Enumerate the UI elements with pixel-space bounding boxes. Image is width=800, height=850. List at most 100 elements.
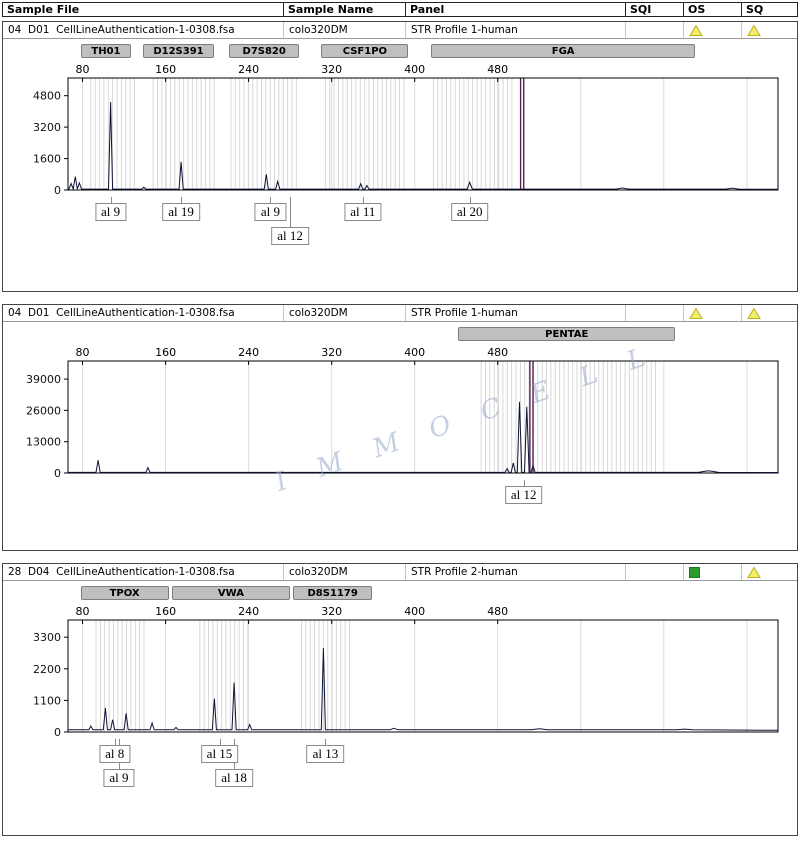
panel-name-cell: STR Profile 1-human <box>406 305 626 321</box>
marker-bar-d12s391[interactable]: D12S391 <box>142 44 215 58</box>
column-header-sample-name: Sample Name <box>284 3 406 16</box>
x-axis-labels: 80 160 240 320 400 480 <box>3 346 797 359</box>
sample-file-cell: 04 D01 CellLineAuthentication-1-0308.fsa <box>3 22 284 38</box>
x-tick-label: 480 <box>487 63 509 76</box>
plot-frame <box>67 619 779 733</box>
allele-label[interactable]: al 19 <box>162 203 200 221</box>
column-header-os: OS <box>684 3 742 16</box>
plot-frame <box>67 360 779 474</box>
warning-triangle-icon <box>689 24 703 36</box>
warning-triangle-icon <box>747 566 761 578</box>
marker-bar-row: PENTAE <box>3 327 797 343</box>
y-tick-label: 39000 <box>26 373 61 386</box>
y-tick-label: 0 <box>54 467 61 480</box>
y-tick-label: 2200 <box>33 663 61 676</box>
x-tick-label: 160 <box>155 346 177 359</box>
marker-bar-d8s1179[interactable]: D8S1179 <box>293 586 373 600</box>
sample-info-row[interactable]: 04 D01 CellLineAuthentication-1-0308.fsa… <box>3 305 797 322</box>
plot-frame <box>67 77 779 191</box>
column-header-panel: Panel <box>406 3 626 16</box>
str-panel-2: 04 D01 CellLineAuthentication-1-0308.fsa… <box>2 304 798 551</box>
electropherogram-plot[interactable]: 0 1100 2200 3300 <box>3 619 797 739</box>
sqi-flag-cell <box>626 305 684 321</box>
marker-bar-fga[interactable]: FGA <box>431 44 695 58</box>
y-tick-label: 13000 <box>26 436 61 449</box>
x-tick-label: 240 <box>238 346 260 359</box>
warning-triangle-icon <box>747 307 761 319</box>
allele-leader-line <box>362 197 364 203</box>
allele-leader-line <box>325 739 327 745</box>
allele-leader-line <box>290 197 292 227</box>
allele-leader-line <box>181 197 183 203</box>
sqi-flag-cell <box>626 564 684 580</box>
os-flag-cell <box>684 22 742 38</box>
warning-triangle-icon <box>747 24 761 36</box>
sample-name-cell: colo320DM <box>284 305 406 321</box>
allele-labels-area: al 8 al 9 al 15 al 18 al 13 <box>3 739 797 797</box>
sample-file-cell: 28 D04 CellLineAuthentication-1-0308.fsa <box>3 564 284 580</box>
x-tick-label: 160 <box>155 605 177 618</box>
allele-leader-line <box>114 739 116 745</box>
pass-square-icon <box>689 566 700 578</box>
allele-label[interactable]: al 20 <box>450 203 489 221</box>
allele-labels-area: al 9 al 19 al 9 al 12 al 11 al 20 <box>3 197 797 255</box>
marker-bar-th01[interactable]: TH01 <box>80 44 132 58</box>
os-flag-cell <box>684 305 742 321</box>
sample-info-row[interactable]: 04 D01 CellLineAuthentication-1-0308.fsa… <box>3 22 797 39</box>
marker-bar-csf1po[interactable]: CSF1PO <box>321 44 409 58</box>
sqi-flag-cell <box>626 22 684 38</box>
x-tick-label: 320 <box>321 605 343 618</box>
x-tick-label: 240 <box>238 63 260 76</box>
x-tick-label: 400 <box>404 346 426 359</box>
column-header-row: Sample File Sample Name Panel SQI OS SQ <box>2 2 798 17</box>
allele-label[interactable]: al 12 <box>271 227 309 245</box>
warning-triangle-icon <box>689 307 703 319</box>
panel-name-cell: STR Profile 1-human <box>406 22 626 38</box>
x-tick-label: 400 <box>404 63 426 76</box>
allele-leader-line <box>219 739 221 745</box>
allele-label[interactable]: al 8 <box>99 745 131 763</box>
electropherogram-trace <box>68 648 779 731</box>
allele-leader-line <box>270 197 272 203</box>
x-tick-label: 80 <box>75 63 90 76</box>
x-tick-label: 320 <box>321 346 343 359</box>
allele-label[interactable]: al 13 <box>306 745 345 763</box>
sample-info-row[interactable]: 28 D04 CellLineAuthentication-1-0308.fsa… <box>3 564 797 581</box>
allele-leader-line <box>110 197 112 203</box>
y-tick-label: 3300 <box>33 631 61 644</box>
allele-label[interactable]: al 9 <box>254 203 286 221</box>
x-tick-label: 400 <box>404 605 426 618</box>
y-tick-label: 1600 <box>33 153 61 166</box>
marker-bar-d7s820[interactable]: D7S820 <box>228 44 300 58</box>
allele-leader-line <box>469 197 471 203</box>
marker-bar-pentae[interactable]: PENTAE <box>458 327 676 341</box>
column-header-sqi: SQI <box>626 3 684 16</box>
marker-bar-tpox[interactable]: TPOX <box>80 586 169 600</box>
allele-label[interactable]: al 12 <box>504 486 543 504</box>
allele-label[interactable]: al 15 <box>200 745 239 763</box>
electropherogram-plot[interactable]: 0 1600 3200 4800 <box>3 77 797 197</box>
y-tick-label: 1100 <box>33 694 61 707</box>
panel-name-cell: STR Profile 2-human <box>406 564 626 580</box>
allele-label[interactable]: al 9 <box>95 203 127 221</box>
sq-flag-cell <box>742 564 797 580</box>
x-tick-label: 320 <box>321 63 343 76</box>
marker-bar-row: TPOX VWA D8S1179 <box>3 586 797 602</box>
y-tick-label: 3200 <box>33 121 61 134</box>
x-tick-label: 80 <box>75 346 90 359</box>
y-tick-label: 26000 <box>26 404 61 417</box>
allele-leader-line <box>523 480 525 486</box>
str-panel-3: 28 D04 CellLineAuthentication-1-0308.fsa… <box>2 563 798 836</box>
marker-bar-row: TH01 D12S391 D7S820 CSF1PO FGA <box>3 44 797 60</box>
x-tick-label: 80 <box>75 605 90 618</box>
x-axis-labels: 80 160 240 320 400 480 <box>3 63 797 76</box>
allele-label[interactable]: al 18 <box>215 769 253 787</box>
electropherogram-plot[interactable]: 0 13000 26000 39000 <box>3 360 797 480</box>
str-panel-1: 04 D01 CellLineAuthentication-1-0308.fsa… <box>2 21 798 292</box>
allele-label[interactable]: al 9 <box>103 769 135 787</box>
x-tick-label: 480 <box>487 346 509 359</box>
marker-bar-vwa[interactable]: VWA <box>171 586 291 600</box>
x-tick-label: 160 <box>155 63 177 76</box>
allele-label[interactable]: al 11 <box>344 203 382 221</box>
